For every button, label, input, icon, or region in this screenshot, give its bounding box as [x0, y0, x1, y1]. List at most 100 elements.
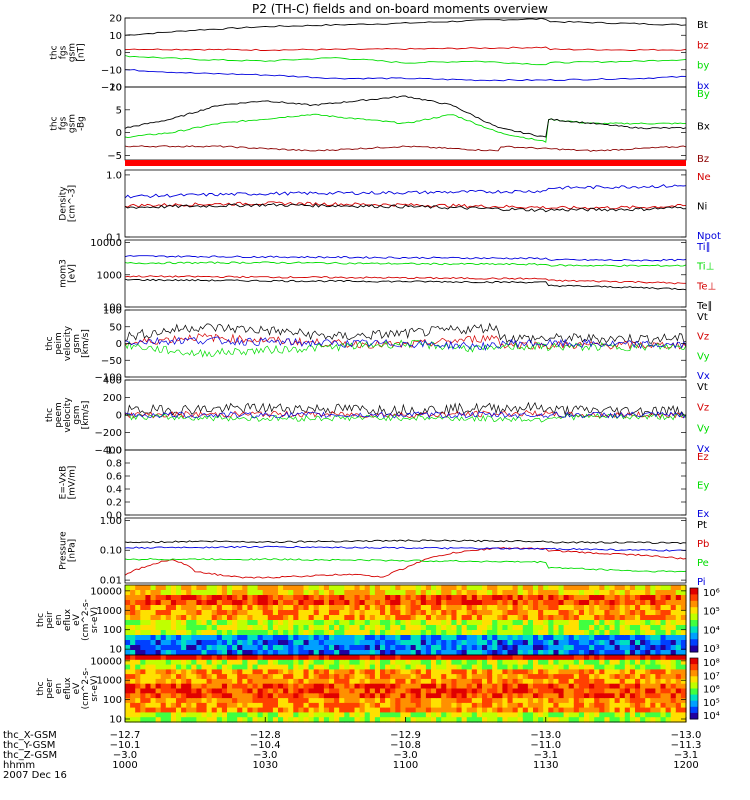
heatmap-cell [492, 717, 498, 723]
heatmap-cell [272, 625, 279, 631]
heatmap-cell [466, 590, 473, 596]
heatmap-cell [191, 610, 197, 616]
colorbar-segment [690, 664, 698, 668]
heatmap-cell [640, 630, 646, 636]
heatmap-cell [573, 615, 580, 621]
heatmap-cell [548, 620, 554, 626]
heatmap-cell [584, 640, 590, 646]
heatmap-cell [629, 635, 636, 641]
heatmap-cell [354, 712, 361, 718]
heatmap-cell [252, 717, 259, 723]
heatmap-cell [252, 590, 259, 596]
y-tick-label: 50 [109, 322, 122, 333]
heatmap-cell [558, 650, 565, 656]
heatmap-cell [206, 620, 213, 626]
heatmap-cell [660, 664, 667, 670]
heatmap-cell [272, 585, 279, 591]
heatmap-cell [640, 698, 646, 704]
heatmap-cell [645, 625, 651, 631]
heatmap-cell [369, 600, 376, 606]
heatmap-cell [527, 655, 534, 661]
heatmap-cell [553, 693, 560, 699]
heatmap-cell [303, 655, 310, 661]
heatmap-cell [492, 615, 498, 621]
heatmap-cell [288, 645, 294, 651]
heatmap-cell [196, 640, 203, 646]
heatmap-cell [170, 595, 177, 601]
heatmap-cell [160, 664, 167, 670]
heatmap-cell [150, 698, 157, 704]
heatmap-cell [364, 702, 371, 709]
heatmap-cell [645, 585, 651, 591]
heatmap-cell [599, 664, 605, 670]
heatmap-cell [130, 659, 136, 666]
heatmap-cell [456, 707, 463, 713]
y-tick-label: 100 [103, 625, 122, 636]
heatmap-cell [680, 615, 687, 621]
heatmap-cell [400, 585, 407, 591]
heatmap-cell [410, 717, 417, 723]
heatmap-cell [415, 707, 422, 713]
heatmap-cell [380, 640, 386, 646]
heatmap-cell [487, 678, 493, 685]
heatmap-cell [655, 640, 662, 646]
heatmap-cell [624, 717, 631, 723]
heatmap-cell [288, 620, 294, 626]
heatmap-cell [635, 702, 641, 709]
heatmap-cell [635, 600, 641, 606]
heatmap-cell [578, 655, 585, 661]
heatmap-cell [512, 664, 519, 670]
heatmap-cell [675, 712, 682, 718]
heatmap-cell [334, 650, 340, 656]
heatmap-cell [252, 650, 259, 656]
heatmap-cell [522, 674, 529, 680]
heatmap-cell [420, 674, 427, 680]
heatmap-cell [359, 635, 366, 641]
heatmap-cell [456, 678, 463, 685]
heatmap-cell [267, 650, 274, 656]
heatmap-cell [425, 688, 432, 694]
colorbar-tick-label: 10⁶ [703, 685, 720, 696]
heatmap-cell [186, 620, 192, 626]
ephemeris-value: 1130 [533, 760, 558, 771]
heatmap-cell [165, 620, 172, 626]
heatmap-cell [196, 678, 203, 685]
heatmap-cell [670, 688, 677, 694]
heatmap-cell [675, 615, 682, 621]
heatmap-cell [165, 693, 172, 699]
heatmap-cell [298, 625, 305, 631]
heatmap-cell [364, 610, 371, 616]
heatmap-cell [140, 635, 146, 641]
heatmap-cell [272, 610, 279, 616]
heatmap-cell [344, 635, 350, 641]
heatmap-cell [675, 683, 682, 690]
heatmap-cell [298, 590, 305, 596]
colorbar-segment [690, 679, 698, 683]
heatmap-cell [594, 595, 600, 601]
heatmap-cell [283, 630, 289, 636]
heatmap-cell [196, 625, 203, 631]
heatmap-cell [364, 585, 371, 591]
heatmap-cell [390, 600, 396, 606]
heatmap-cell [609, 650, 616, 656]
heatmap-cell [563, 674, 570, 680]
heatmap-cell [329, 610, 335, 616]
heatmap-cell [206, 585, 213, 591]
heatmap-cell [339, 712, 345, 718]
heatmap-cell [380, 595, 386, 601]
heatmap-cell [288, 712, 294, 718]
ephemeris-row-label: thc_Y-GSM [3, 740, 55, 751]
heatmap-cell [380, 610, 386, 616]
heatmap-cell [522, 693, 529, 699]
heatmap-cell [364, 688, 371, 694]
heatmap-cell [237, 698, 243, 704]
y-axis-label-line: en [54, 614, 64, 625]
heatmap-cell [165, 678, 172, 685]
heatmap-cell [425, 707, 432, 713]
heatmap-cell [242, 625, 248, 631]
heatmap-cell [252, 674, 259, 680]
heatmap-cell [298, 600, 305, 606]
heatmap-cell [323, 655, 330, 661]
heatmap-cell [262, 625, 269, 631]
heatmap-cell [211, 640, 218, 646]
